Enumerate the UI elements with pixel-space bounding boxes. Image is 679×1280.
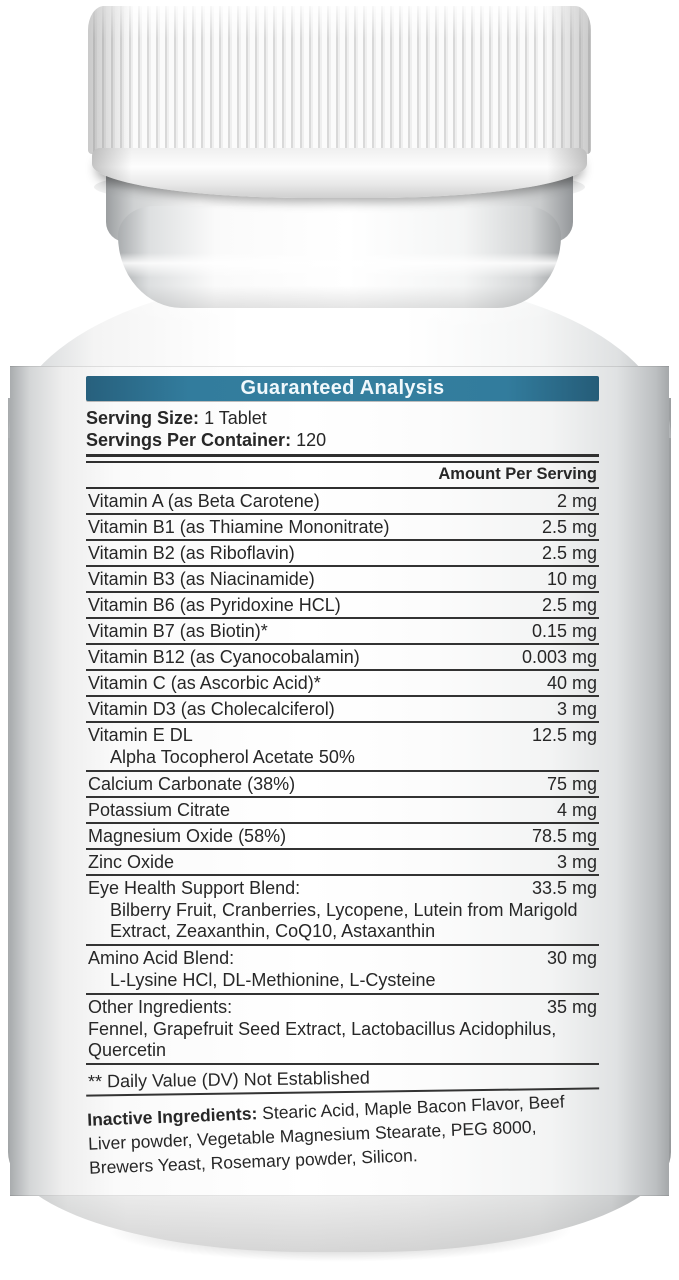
nutrient-amount: 4 mg (556, 800, 597, 820)
analysis-header-bar: Guaranteed Analysis (86, 376, 599, 401)
nutrient-row: Vitamin B12 (as Cyanocobalamin) 0.003 mg (86, 645, 599, 671)
nutrient-row: Eye Health Support Blend: 33.5 mg Bilber… (86, 876, 599, 946)
nutrient-name: Vitamin D3 (as Cholecalciferol) (88, 699, 335, 719)
nutrient-name: Vitamin B12 (as Cyanocobalamin) (88, 647, 360, 667)
nutrient-row: Magnesium Oxide (58%) 78.5 mg (86, 824, 599, 850)
nutrient-amount: 35 mg (546, 997, 597, 1017)
nutrient-amount: 0.003 mg (521, 647, 597, 667)
nutrient-amount: 40 mg (546, 673, 597, 693)
servings-per-container-value: 120 (296, 430, 327, 450)
nutrient-amount: 12.5 mg (531, 725, 597, 745)
inactive-ingredients-label: Inactive Ingredients: (86, 1103, 258, 1130)
nutrient-name: Vitamin B6 (as Pyridoxine HCL) (88, 595, 341, 615)
nutrient-name: Calcium Carbonate (38%) (88, 774, 296, 794)
nutrient-table-rows: Vitamin A (as Beta Carotene) 2 mg Vitami… (86, 489, 599, 1065)
bottle-cap-rim (92, 148, 587, 198)
nutrient-row: Vitamin B6 (as Pyridoxine HCL) 2.5 mg (86, 593, 599, 619)
nutrient-row: Vitamin B1 (as Thiamine Mononitrate) 2.5… (86, 515, 599, 541)
nutrient-row: Vitamin B3 (as Niacinamide) 10 mg (86, 567, 599, 593)
nutrient-row: Vitamin E DL 12.5 mg Alpha Tocopherol Ac… (86, 723, 599, 772)
nutrient-name: Vitamin E DL (88, 725, 193, 745)
servings-per-container-line: Servings Per Container: 120 (86, 429, 599, 451)
supplement-label (10, 366, 669, 1196)
nutrient-amount: 10 mg (546, 569, 597, 589)
serving-size-label: Serving Size: (86, 408, 200, 428)
thick-divider (86, 454, 599, 463)
nutrient-amount: 2.5 mg (541, 517, 597, 537)
nutrient-row: Vitamin B7 (as Biotin)* 0.15 mg (86, 619, 599, 645)
bottle-cap-ribbed (88, 6, 591, 154)
nutrient-name: Eye Health Support Blend: (88, 878, 301, 898)
serving-size-value: 1 Tablet (204, 408, 267, 428)
nutrient-name: Vitamin B1 (as Thiamine Mononitrate) (88, 517, 390, 537)
nutrient-row: Amino Acid Blend: 30 mg L-Lysine HCl, DL… (86, 946, 599, 995)
inactive-ingredients: Inactive Ingredients: Stearic Acid, Mapl… (85, 1088, 600, 1180)
nutrient-amount: 2 mg (556, 491, 597, 511)
nutrient-amount: 2.5 mg (541, 595, 597, 615)
nutrient-name: Magnesium Oxide (58%) (88, 826, 287, 846)
nutrient-row: Other Ingredients: 35 mg Fennel, Grapefr… (86, 995, 599, 1065)
nutrient-row: Zinc Oxide 3 mg (86, 850, 599, 876)
nutrient-name: Vitamin B2 (as Riboflavin) (88, 543, 295, 563)
servings-per-container-label: Servings Per Container: (86, 430, 292, 450)
guaranteed-analysis-panel: Guaranteed Analysis Serving Size: 1 Tabl… (85, 376, 600, 1178)
nutrient-amount: 3 mg (556, 852, 597, 872)
nutrient-name: Potassium Citrate (88, 800, 231, 820)
nutrient-row: Vitamin C (as Ascorbic Acid)* 40 mg (86, 671, 599, 697)
inactive-ingredients-text: Stearic Acid, Maple Bacon Flavor, Beef L… (87, 1091, 565, 1178)
nutrient-amount: 75 mg (546, 774, 597, 794)
nutrient-name: Vitamin B7 (as Biotin)* (88, 621, 268, 641)
nutrient-row: Potassium Citrate 4 mg (86, 798, 599, 824)
nutrient-row: Vitamin B2 (as Riboflavin) 2.5 mg (86, 541, 599, 567)
nutrient-amount: 3 mg (556, 699, 597, 719)
nutrient-row: Calcium Carbonate (38%) 75 mg (86, 772, 599, 798)
nutrient-sub-ingredients: L-Lysine HCl, DL-Methionine, L-Cysteine (86, 970, 599, 995)
nutrient-name: Amino Acid Blend: (88, 948, 235, 968)
bottle-neck-ring (118, 206, 561, 308)
nutrient-amount: 2.5 mg (541, 543, 597, 563)
nutrient-name: Vitamin C (as Ascorbic Acid)* (88, 673, 321, 693)
nutrient-name: Vitamin B3 (as Niacinamide) (88, 569, 315, 589)
amount-per-serving-header: Amount Per Serving (86, 463, 599, 489)
nutrient-name: Zinc Oxide (88, 852, 175, 872)
nutrient-row: Vitamin A (as Beta Carotene) 2 mg (86, 489, 599, 515)
nutrient-sub-ingredients: Alpha Tocopherol Acetate 50% (86, 747, 599, 772)
nutrient-sub-ingredients: Fennel, Grapefruit Seed Extract, Lactoba… (86, 1019, 599, 1065)
nutrient-row: Vitamin D3 (as Cholecalciferol) 3 mg (86, 697, 599, 723)
serving-size-line: Serving Size: 1 Tablet (86, 407, 599, 429)
nutrient-name: Vitamin A (as Beta Carotene) (88, 491, 320, 511)
nutrient-amount: 33.5 mg (531, 878, 597, 898)
nutrient-sub-ingredients: Bilberry Fruit, Cranberries, Lycopene, L… (86, 900, 599, 946)
nutrient-amount: 78.5 mg (531, 826, 597, 846)
nutrient-amount: 30 mg (546, 948, 597, 968)
nutrient-amount: 0.15 mg (531, 621, 597, 641)
nutrient-name: Other Ingredients: (88, 997, 233, 1017)
